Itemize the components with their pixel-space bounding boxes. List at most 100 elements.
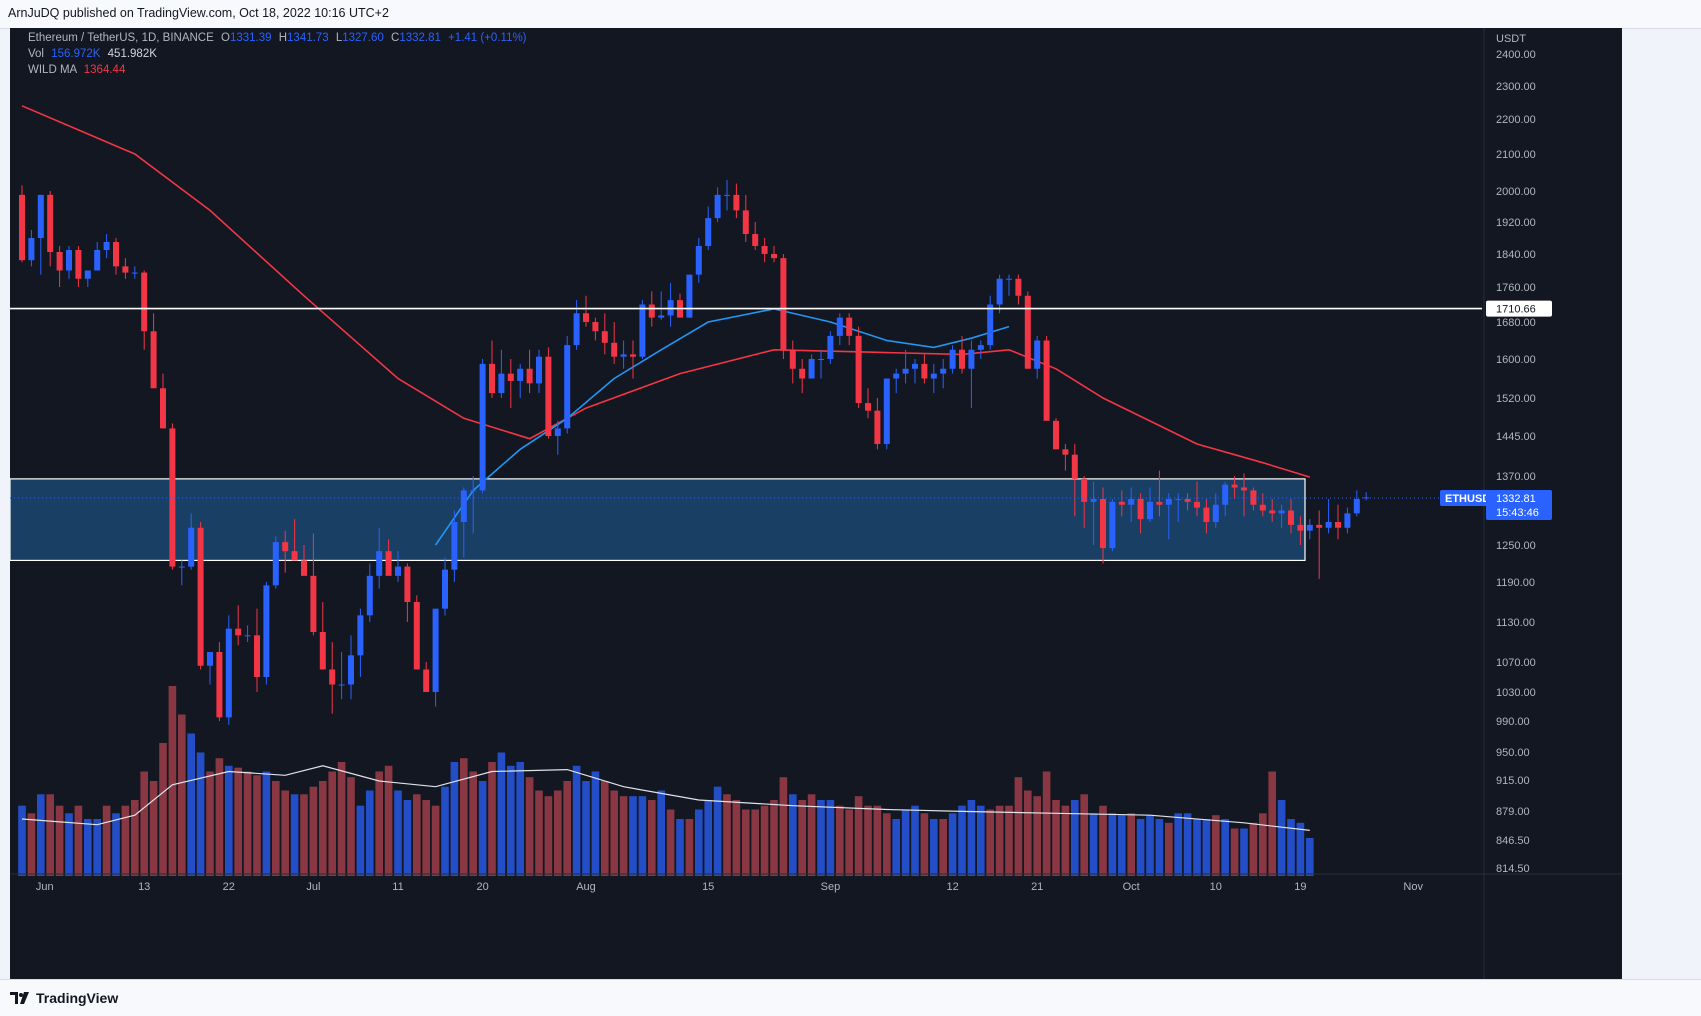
volume-bar [1259,813,1267,876]
volume-bar [723,794,731,876]
publish-bar: ArnJuDQ published on TradingView.com, Oc… [0,0,1701,29]
legend-ma-row: WILD MA 1364.44 [28,64,125,76]
candle-body [432,608,439,692]
level-label-text: 1710.66 [1496,304,1536,316]
candle-body [442,569,448,609]
volume-bar [535,790,543,876]
countdown-text: 15:43:46 [1496,507,1539,519]
price-tick-label: 1680.00 [1496,317,1536,329]
candle-body [1222,484,1229,505]
volume-bar [1136,819,1145,876]
volume-bar [262,771,271,876]
candle-body [808,359,815,379]
change-value: +1.41 (+0.11%) [448,32,527,44]
volume-bar [1118,815,1126,876]
volume-bar [1277,800,1286,876]
price-tick-label: 1520.00 [1496,393,1536,405]
volume-bar [1296,822,1305,876]
volume-bar [27,813,36,876]
candle-body [733,194,740,211]
volume-bar [215,758,224,876]
candle-body [1306,524,1313,531]
ma-label[interactable]: WILD MA [28,64,77,76]
candle-body [103,242,110,250]
candle-body [724,194,730,196]
price-tick-label: 2100.00 [1496,149,1536,161]
candle-body [1269,510,1276,514]
candle-body [789,349,796,369]
candle-body [695,246,702,275]
candle-body [357,615,364,656]
volume-bar [657,790,665,876]
candle-body [1231,484,1238,488]
time-tick-label: Sep [821,881,841,893]
volume-bar [554,790,562,876]
candle-body [761,246,768,254]
volume-bar [817,800,825,876]
candle-body [47,194,54,252]
volume-bar [290,794,299,876]
price-tick-label: 915.00 [1496,775,1530,787]
candle-body [94,250,101,271]
candle-body [310,575,317,632]
volume-bar [544,796,553,876]
tradingview-logo[interactable]: TradingView [10,989,118,1007]
volume-bar [1108,813,1117,876]
volume-bar [469,771,477,876]
chart-pane[interactable]: USDT 2400.00 2300.00 2200.00 2100.00 2000.00 1… [10,28,1622,979]
volume-bar [601,781,609,876]
price-chart[interactable]: USDT 2400.00 2300.00 2200.00 2100.00 2000.00 1… [10,28,1622,979]
volume-bar [977,805,985,876]
candle-body [479,363,486,491]
candle-body [874,410,881,444]
volume-bar [431,805,440,876]
volume-bar [441,786,449,876]
candle-body [1203,507,1210,522]
candle-body [1335,522,1341,528]
volume-bar [281,790,289,876]
candle-body [1156,501,1163,505]
price-tick-label: 1370.00 [1496,471,1536,483]
volume-bar [253,775,261,876]
price-tick-label: 1130.00 [1496,617,1535,629]
volume-bar [366,790,374,876]
candle-body [1316,524,1323,528]
volume-bar [102,805,111,876]
candle-body [376,551,383,576]
price-tick-label: 2200.00 [1496,114,1536,126]
candle-body [893,373,900,379]
volume-bar [1014,777,1023,876]
candle-body [1194,501,1200,508]
candle-body [601,331,608,343]
time-tick-label: 15 [702,881,714,893]
candle-body [1344,513,1351,528]
symbol-title[interactable]: Ethereum / TetherUS, 1D, BINANCE [28,32,214,44]
candle-body [329,669,336,685]
volume-bar [958,805,966,876]
candle-body [404,566,411,602]
candle-body [648,304,655,318]
open-value: 1331.39 [229,32,272,44]
candle-body [1184,499,1191,502]
volume-bar [178,714,186,876]
volume-bar [384,765,393,876]
volume-bar [488,762,496,876]
volume-bar [403,800,412,876]
candle-body [37,194,44,238]
volume-bar [911,805,919,876]
volume-bar [1268,771,1276,876]
published-text: ArnJuDQ published on TradingView.com, Oc… [8,6,389,20]
volume-label[interactable]: Vol [28,48,44,60]
volume-bar [356,805,365,876]
volume-bar [1024,790,1032,876]
volume-bar [1127,813,1135,876]
candle-body [301,560,307,576]
volume-bar [807,794,816,876]
volume-bar [1306,838,1314,876]
volume-bar [1221,819,1229,876]
price-tick-label: 2000.00 [1496,186,1536,198]
volume-bar [619,796,628,876]
price-tick-label: 879.00 [1496,806,1530,818]
candle-body [996,278,1003,305]
